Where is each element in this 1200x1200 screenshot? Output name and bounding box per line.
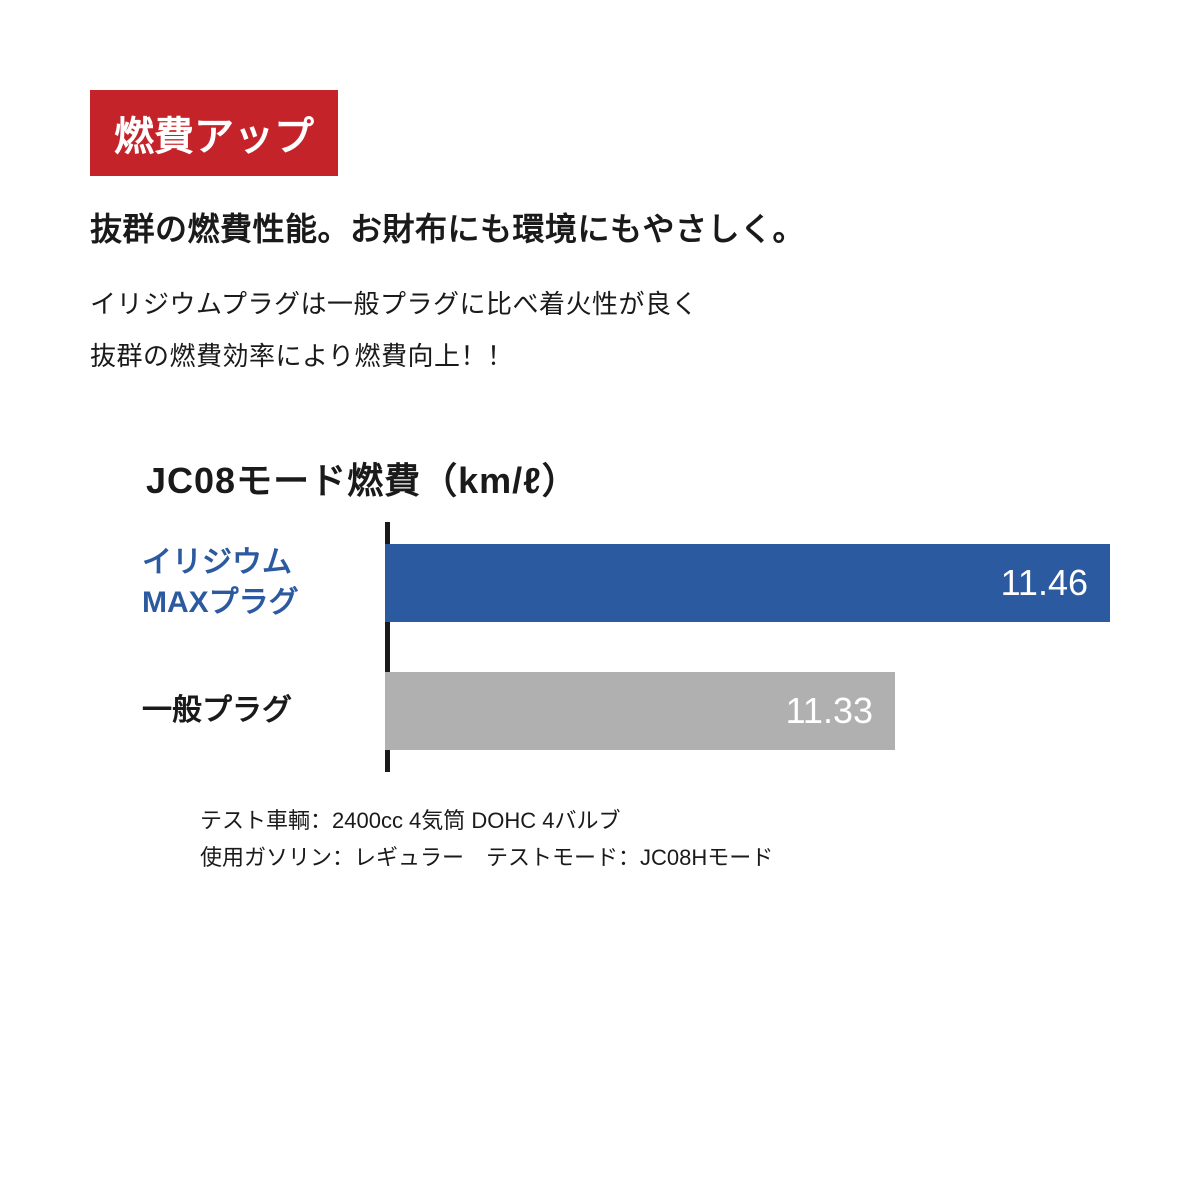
footnote-line-2: 使用ガソリン：レギュラー テストモード：JC08Hモード xyxy=(200,839,1110,876)
description-line-1: イリジウムプラグは一般プラグに比べ着火性が良く xyxy=(90,289,698,319)
subheading: 抜群の燃費性能。お財布にも環境にもやさしく。 xyxy=(90,204,1110,250)
chart-footnotes: テスト車輌：2400cc 4気筒 DOHC 4バルブ 使用ガソリン：レギュラー … xyxy=(200,802,1110,877)
title-badge: 燃費アップ xyxy=(90,90,338,176)
bar-iridium: 11.46 xyxy=(385,544,1110,622)
bar-value-iridium: 11.46 xyxy=(1001,562,1088,604)
description-text: イリジウムプラグは一般プラグに比べ着火性が良く 抜群の燃費効率により燃費向上！！ xyxy=(90,278,1110,382)
bar-standard: 11.33 xyxy=(385,672,895,750)
chart-rows: イリジウム MAXプラグ 11.46 一般プラグ 11.33 xyxy=(385,522,1110,772)
chart-plot-area: イリジウム MAXプラグ 11.46 一般プラグ 11.33 xyxy=(140,522,1110,772)
bar-label-iridium: イリジウム MAXプラグ xyxy=(140,543,375,624)
footnote-line-1: テスト車輌：2400cc 4気筒 DOHC 4バルブ xyxy=(200,802,1110,839)
fuel-chart: JC08モード燃費（km/ℓ） イリジウム MAXプラグ 11.46 一般プラグ… xyxy=(90,452,1110,877)
description-line-2: 抜群の燃費効率により燃費向上！！ xyxy=(90,341,513,371)
bar-label-line: MAXプラグ xyxy=(142,586,299,619)
chart-title: JC08モード燃費（km/ℓ） xyxy=(146,452,1110,504)
bar-value-standard: 11.33 xyxy=(786,690,873,732)
bar-label-line: 一般プラグ xyxy=(142,694,292,727)
bar-label-standard: 一般プラグ xyxy=(140,691,375,732)
bar-label-line: イリジウム xyxy=(142,546,292,579)
chart-row-standard: 一般プラグ 11.33 xyxy=(385,672,1110,750)
chart-row-iridium: イリジウム MAXプラグ 11.46 xyxy=(385,544,1110,622)
